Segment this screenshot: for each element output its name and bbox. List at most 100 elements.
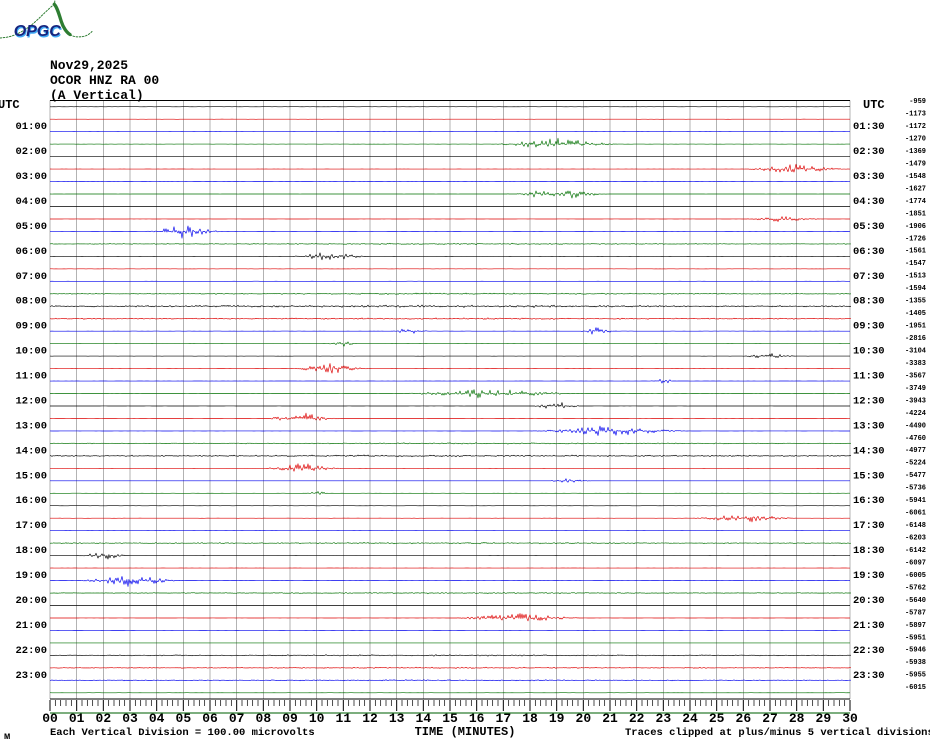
svg-text:-3104: -3104 (905, 347, 926, 355)
svg-text:-4490: -4490 (905, 422, 926, 430)
svg-text:-1548: -1548 (905, 173, 926, 181)
svg-text:-1405: -1405 (905, 310, 926, 318)
svg-text:15:00: 15:00 (15, 470, 47, 482)
svg-text:12:30: 12:30 (853, 395, 885, 407)
svg-text:-6015: -6015 (905, 684, 926, 692)
svg-text:08:00: 08:00 (15, 296, 47, 308)
svg-text:-4224: -4224 (905, 410, 926, 418)
svg-text:UTC: UTC (0, 98, 20, 112)
svg-text:-5955: -5955 (905, 672, 926, 680)
svg-text:18:30: 18:30 (853, 545, 885, 557)
svg-text:-6097: -6097 (905, 559, 926, 567)
svg-text:-1851: -1851 (905, 210, 926, 218)
svg-text:10:30: 10:30 (853, 346, 885, 358)
svg-text:19:30: 19:30 (853, 570, 885, 582)
svg-text:-3749: -3749 (905, 385, 926, 393)
svg-text:-1369: -1369 (905, 148, 926, 156)
svg-text:23:30: 23:30 (853, 670, 885, 682)
svg-text:14:30: 14:30 (853, 445, 885, 457)
svg-text:-1594: -1594 (905, 285, 926, 293)
svg-text:22:30: 22:30 (853, 645, 885, 657)
svg-text:13:00: 13:00 (15, 420, 47, 432)
svg-text:14:00: 14:00 (15, 445, 47, 457)
svg-text:-5897: -5897 (905, 622, 926, 630)
svg-text:21:30: 21:30 (853, 620, 885, 632)
svg-text:-5946: -5946 (905, 647, 926, 655)
svg-text:07:00: 07:00 (15, 271, 47, 283)
svg-text:-5224: -5224 (905, 460, 926, 468)
svg-text:10:00: 10:00 (15, 346, 47, 358)
svg-text:03:30: 03:30 (853, 171, 885, 183)
svg-text:06:00: 06:00 (15, 246, 47, 258)
svg-text:-1173: -1173 (905, 111, 926, 119)
svg-text:-959: -959 (909, 98, 926, 106)
svg-text:07:30: 07:30 (853, 271, 885, 283)
svg-text:11:00: 11:00 (15, 371, 47, 383)
svg-text:08:30: 08:30 (853, 296, 885, 308)
svg-text:м: м (4, 731, 10, 743)
svg-text:-2816: -2816 (905, 335, 926, 343)
svg-text:-1561: -1561 (905, 248, 926, 256)
svg-text:21:00: 21:00 (15, 620, 47, 632)
svg-text:05:30: 05:30 (853, 221, 885, 233)
svg-text:-5477: -5477 (905, 472, 926, 480)
svg-text:04:00: 04:00 (15, 196, 47, 208)
svg-text:-1906: -1906 (905, 223, 926, 231)
svg-text:01:00: 01:00 (15, 121, 47, 133)
svg-text:-1726: -1726 (905, 235, 926, 243)
svg-text:-5787: -5787 (905, 609, 926, 617)
svg-text:-1774: -1774 (905, 198, 926, 206)
svg-text:19:00: 19:00 (15, 570, 47, 582)
svg-text:-3383: -3383 (905, 360, 926, 368)
svg-text:-5640: -5640 (905, 597, 926, 605)
svg-text:-4977: -4977 (905, 447, 926, 455)
svg-text:17:30: 17:30 (853, 520, 885, 532)
svg-text:02:00: 02:00 (15, 146, 47, 158)
svg-text:-1627: -1627 (905, 185, 926, 193)
svg-text:-1172: -1172 (905, 123, 926, 131)
svg-text:Each Vertical Division = 100.: Each Vertical Division = 100.00 microvol… (50, 727, 315, 739)
svg-text:16:00: 16:00 (15, 495, 47, 507)
svg-text:02:30: 02:30 (853, 146, 885, 158)
svg-text:03:00: 03:00 (15, 171, 47, 183)
svg-text:-5951: -5951 (905, 634, 926, 642)
svg-text:-6061: -6061 (905, 510, 926, 518)
svg-text:-3567: -3567 (905, 372, 926, 380)
svg-text:12:00: 12:00 (15, 395, 47, 407)
svg-text:18:00: 18:00 (15, 545, 47, 557)
svg-text:20:30: 20:30 (853, 595, 885, 607)
svg-text:09:30: 09:30 (853, 321, 885, 333)
svg-text:06:30: 06:30 (853, 246, 885, 258)
svg-text:-5736: -5736 (905, 485, 926, 493)
svg-text:09:00: 09:00 (15, 321, 47, 333)
svg-text:-1951: -1951 (905, 323, 926, 331)
svg-text:Traces clipped at plus/minus 5: Traces clipped at plus/minus 5 vertical … (625, 727, 930, 739)
svg-text:11:30: 11:30 (853, 371, 885, 383)
svg-text:UTC: UTC (863, 98, 885, 112)
svg-text:16:30: 16:30 (853, 495, 885, 507)
svg-text:22:00: 22:00 (15, 645, 47, 657)
svg-text:-1547: -1547 (905, 260, 926, 268)
svg-text:15:30: 15:30 (853, 470, 885, 482)
svg-text:20:00: 20:00 (15, 595, 47, 607)
svg-text:-1270: -1270 (905, 136, 926, 144)
svg-text:05:00: 05:00 (15, 221, 47, 233)
svg-text:04:30: 04:30 (853, 196, 885, 208)
svg-text:TIME (MINUTES): TIME (MINUTES) (415, 725, 516, 739)
svg-text:-6148: -6148 (905, 522, 926, 530)
svg-text:-6005: -6005 (905, 572, 926, 580)
svg-text:-5941: -5941 (905, 497, 926, 505)
svg-text:-5762: -5762 (905, 584, 926, 592)
svg-text:-1479: -1479 (905, 160, 926, 168)
svg-text:23:00: 23:00 (15, 670, 47, 682)
svg-text:01:30: 01:30 (853, 121, 885, 133)
svg-text:17:00: 17:00 (15, 520, 47, 532)
svg-text:-6203: -6203 (905, 535, 926, 543)
svg-text:-4760: -4760 (905, 435, 926, 443)
svg-text:-3943: -3943 (905, 397, 926, 405)
svg-text:13:30: 13:30 (853, 420, 885, 432)
svg-text:-1513: -1513 (905, 273, 926, 281)
svg-text:-6142: -6142 (905, 547, 926, 555)
svg-text:-5938: -5938 (905, 659, 926, 667)
svg-text:-1355: -1355 (905, 298, 926, 306)
